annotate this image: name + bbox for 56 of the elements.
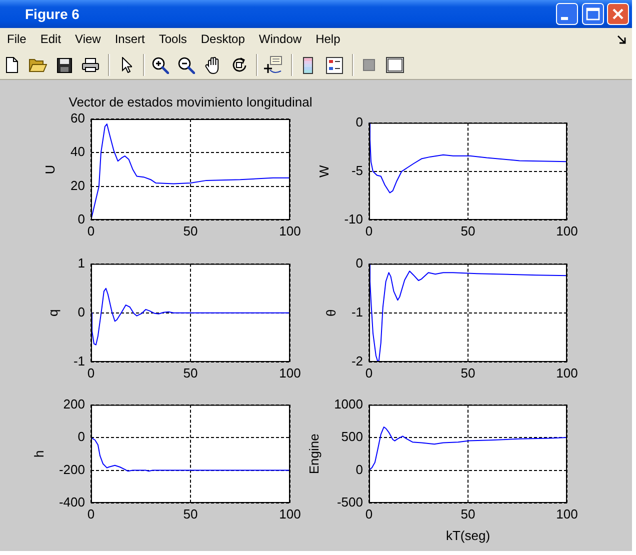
x-tick-label: 100	[556, 365, 578, 380]
text: Edit	[40, 32, 62, 46]
y-tick-label: -500	[336, 494, 363, 510]
y-tick-label: 200	[63, 396, 85, 412]
x-tick-label: 0	[87, 223, 95, 238]
x-tick-label: 100	[279, 223, 301, 238]
x-tick-label: 0	[87, 365, 95, 380]
y-tick-label: -400	[58, 494, 85, 510]
text: View	[75, 32, 101, 46]
y-tick-label: 0	[78, 429, 85, 444]
y-tick-label: -1	[73, 354, 85, 369]
y-tick-label: 20	[70, 178, 85, 193]
text: Window	[258, 32, 302, 46]
y-tick-label: -2	[351, 354, 363, 369]
x-tick-label: 0	[87, 506, 95, 522]
x-tick-label: 0	[365, 365, 373, 380]
text: Help	[316, 32, 340, 46]
x-tick-label: 50	[183, 223, 198, 238]
x-tick-label: 50	[460, 223, 476, 238]
y-axis-title: Engine	[306, 434, 322, 474]
x-tick-label: 50	[183, 365, 198, 380]
y-axis-title: W	[316, 164, 332, 178]
text: Tools	[158, 32, 187, 46]
y-tick-label: 0	[356, 255, 363, 270]
y-axis-title: U	[42, 164, 58, 174]
x-tick-label: 50	[460, 365, 476, 380]
y-tick-label: 1	[78, 255, 85, 270]
x-tick-label: 50	[183, 506, 198, 522]
y-tick-label: -10	[344, 212, 363, 227]
y-tick-label: 1000	[334, 396, 363, 412]
y-tick-label: 0	[356, 462, 363, 477]
y-tick-label: 500	[341, 429, 363, 444]
x-tick-label: 0	[365, 506, 373, 522]
y-axis-title: θ	[323, 309, 338, 317]
text: Figure 6	[25, 6, 80, 22]
y-tick-label: 0	[78, 212, 85, 227]
x-tick-label: 50	[460, 506, 476, 522]
y-tick-label: -1	[351, 304, 363, 320]
x-tick-label: 0	[365, 223, 373, 238]
y-tick-label: 0	[356, 114, 363, 130]
text: Insert	[114, 32, 145, 46]
text: Desktop	[200, 32, 245, 46]
y-tick-label: -5	[351, 162, 363, 178]
x-tick-label: 100	[279, 506, 301, 522]
y-axis-title: q	[45, 309, 60, 317]
y-tick-label: 0	[78, 304, 85, 320]
y-axis-title: h	[31, 450, 46, 458]
y-tick-label: 40	[70, 144, 85, 160]
y-tick-label: 60	[70, 110, 85, 126]
y-tick-label: -200	[58, 462, 85, 477]
x-tick-label: 100	[279, 365, 301, 380]
x-tick-label: 100	[556, 506, 578, 522]
x-axis-title: kT(seg)	[446, 528, 490, 543]
text: File	[7, 32, 26, 46]
chart-title: Vector de estados movimiento longitudinal	[68, 94, 312, 110]
x-tick-label: 100	[556, 223, 578, 238]
